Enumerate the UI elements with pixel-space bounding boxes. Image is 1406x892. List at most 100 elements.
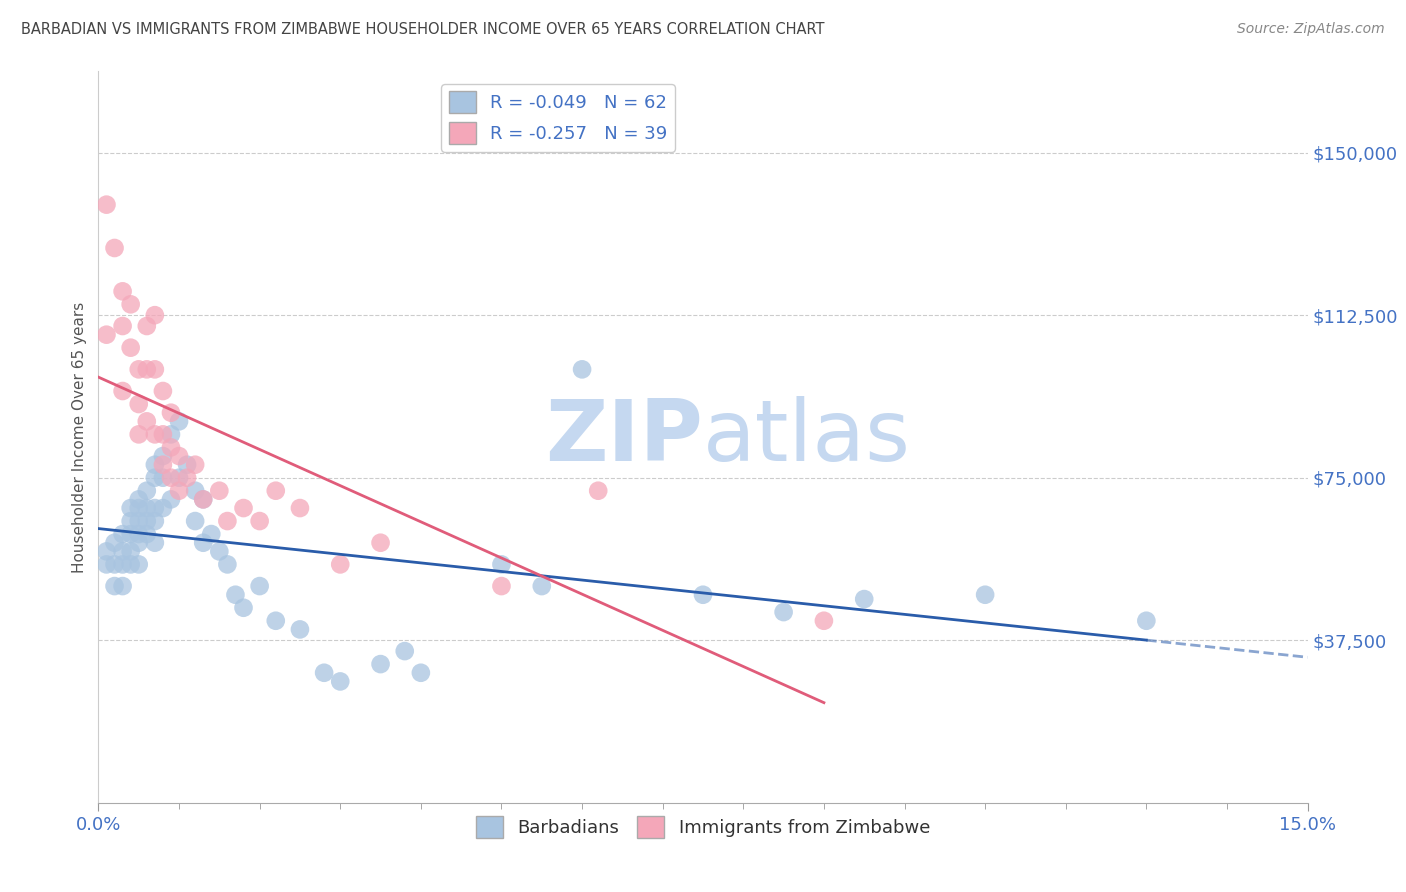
Point	[208, 483, 231, 498]
Point	[135, 514, 157, 528]
Point	[160, 471, 183, 485]
Point	[288, 623, 311, 637]
Point	[409, 665, 432, 680]
Point	[128, 492, 150, 507]
Point	[1135, 614, 1157, 628]
Point	[103, 535, 125, 549]
Point	[184, 458, 207, 472]
Point	[200, 527, 222, 541]
Point	[264, 483, 287, 498]
Point	[288, 501, 311, 516]
Point	[530, 579, 553, 593]
Point	[264, 614, 287, 628]
Text: ZIP: ZIP	[546, 395, 703, 479]
Point	[208, 544, 231, 558]
Legend: Barbadians, Immigrants from Zimbabwe: Barbadians, Immigrants from Zimbabwe	[468, 808, 938, 845]
Point	[152, 458, 174, 472]
Point	[160, 441, 183, 455]
Point	[143, 471, 166, 485]
Point	[193, 492, 215, 507]
Point	[853, 592, 876, 607]
Point	[103, 579, 125, 593]
Point	[152, 449, 174, 463]
Point	[167, 483, 190, 498]
Point	[120, 544, 142, 558]
Point	[128, 397, 150, 411]
Text: BARBADIAN VS IMMIGRANTS FROM ZIMBABWE HOUSEHOLDER INCOME OVER 65 YEARS CORRELATI: BARBADIAN VS IMMIGRANTS FROM ZIMBABWE HO…	[21, 22, 824, 37]
Point	[491, 579, 513, 593]
Point	[329, 558, 352, 572]
Point	[184, 514, 207, 528]
Point	[370, 535, 392, 549]
Point	[491, 558, 513, 572]
Point	[571, 362, 593, 376]
Point	[143, 308, 166, 322]
Point	[143, 535, 166, 549]
Point	[111, 558, 134, 572]
Point	[96, 197, 118, 211]
Point	[152, 501, 174, 516]
Point	[96, 558, 118, 572]
Point	[586, 483, 609, 498]
Point	[111, 544, 134, 558]
Point	[96, 327, 118, 342]
Point	[249, 514, 271, 528]
Point	[152, 384, 174, 398]
Point	[96, 544, 118, 558]
Point	[143, 362, 166, 376]
Point	[167, 414, 190, 428]
Point	[120, 514, 142, 528]
Point	[128, 527, 150, 541]
Point	[314, 665, 336, 680]
Point	[128, 514, 150, 528]
Point	[135, 414, 157, 428]
Point	[135, 318, 157, 333]
Point	[135, 362, 157, 376]
Point	[143, 514, 166, 528]
Point	[167, 471, 190, 485]
Point	[370, 657, 392, 672]
Point	[120, 558, 142, 572]
Point	[135, 483, 157, 498]
Point	[772, 605, 794, 619]
Point	[103, 241, 125, 255]
Point	[135, 527, 157, 541]
Point	[143, 458, 166, 472]
Point	[111, 579, 134, 593]
Point	[152, 471, 174, 485]
Point	[193, 535, 215, 549]
Point	[232, 600, 254, 615]
Point	[394, 644, 416, 658]
Point	[217, 558, 239, 572]
Point	[224, 588, 246, 602]
Point	[120, 297, 142, 311]
Point	[111, 527, 134, 541]
Point	[193, 492, 215, 507]
Point	[160, 406, 183, 420]
Point	[111, 285, 134, 299]
Point	[813, 614, 835, 628]
Point	[249, 579, 271, 593]
Point	[103, 558, 125, 572]
Point	[120, 341, 142, 355]
Point	[128, 501, 150, 516]
Point	[167, 449, 190, 463]
Point	[120, 501, 142, 516]
Point	[160, 492, 183, 507]
Y-axis label: Householder Income Over 65 years: Householder Income Over 65 years	[72, 301, 87, 573]
Point	[111, 318, 134, 333]
Point	[152, 427, 174, 442]
Point	[692, 588, 714, 602]
Point	[329, 674, 352, 689]
Point	[974, 588, 997, 602]
Point	[217, 514, 239, 528]
Point	[184, 483, 207, 498]
Point	[143, 501, 166, 516]
Point	[160, 427, 183, 442]
Point	[128, 558, 150, 572]
Point	[176, 458, 198, 472]
Text: Source: ZipAtlas.com: Source: ZipAtlas.com	[1237, 22, 1385, 37]
Point	[128, 427, 150, 442]
Text: atlas: atlas	[703, 395, 911, 479]
Point	[176, 471, 198, 485]
